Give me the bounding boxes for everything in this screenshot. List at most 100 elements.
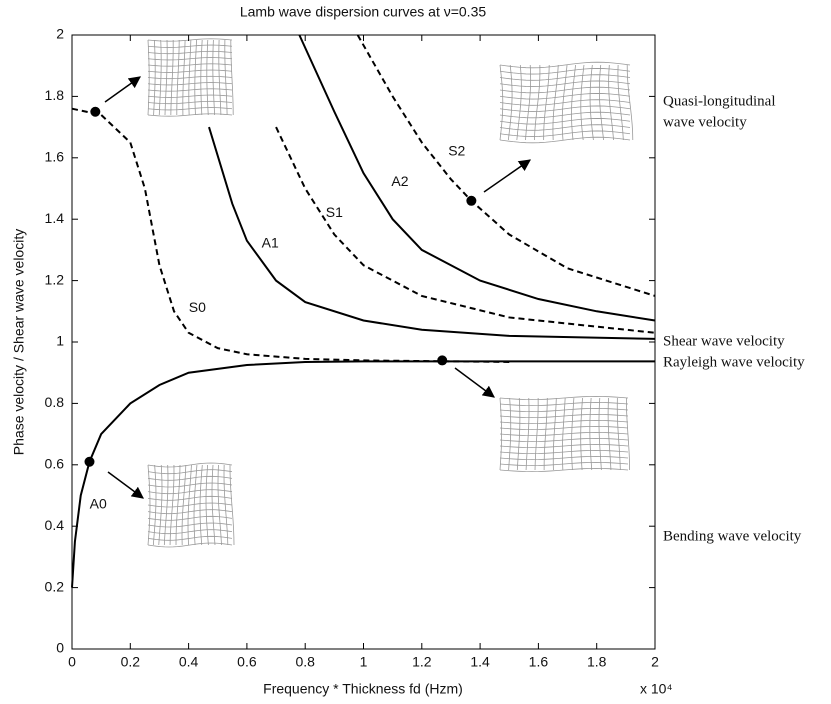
y-tick-label: 0.8 [45,394,65,410]
mesh-line [499,118,631,125]
mesh-line [499,99,631,106]
annotation: Quasi-longitudinal [663,93,776,109]
mesh-line [499,64,504,141]
y-tick-label: 1.2 [45,271,65,287]
mesh-line [147,39,150,116]
y-tick-label: 2 [56,26,64,42]
mesh-line [147,69,233,73]
mesh-line [175,464,181,546]
series-label: A1 [262,234,279,250]
mesh-line [147,462,233,468]
mesh-line [608,64,614,141]
series-line [356,34,656,297]
mesh-line [534,64,541,141]
arrow [107,471,144,499]
mesh-line [194,39,197,116]
mesh-line [193,464,198,546]
mesh-line [598,397,602,471]
x-tick-label: 1.4 [470,654,490,670]
x-tick-label: 0.2 [121,654,141,670]
mesh-line [499,467,629,473]
mesh-line [152,464,157,546]
mesh-line [158,39,162,116]
mesh-line [223,464,229,546]
y-tick-label: 0 [56,640,64,656]
mesh-line [147,542,233,548]
mesh-line [499,407,629,413]
annotation: Bending wave velocity [663,528,802,544]
mesh-line [589,64,594,141]
mesh-line [580,64,585,141]
x-tick-label: 2 [651,654,659,670]
marker-dot [437,355,448,366]
mesh-line [543,64,550,141]
mesh-line [562,397,566,471]
mesh-line [499,61,631,69]
annotation: wave velocity [663,114,747,130]
mesh-line [571,64,576,141]
mesh-line [153,39,156,116]
x-tick-label: 0.8 [295,654,315,670]
mesh-line [147,495,233,501]
annotation: Rayleigh wave velocity [663,354,805,370]
mesh-line [507,64,513,141]
x-tick-label: 0 [68,654,76,670]
mesh-line [580,397,583,471]
marker-dot [90,106,101,117]
mesh-line [158,464,163,546]
series-label: S0 [189,299,206,315]
mesh-line [499,425,629,431]
mesh [147,38,234,117]
x-multiplier: x 10⁴ [640,681,672,697]
mesh-line [626,64,634,141]
x-tick-label: 0.4 [179,654,199,670]
chart-title: Lamb wave dispersion curves at ν=0.35 [240,4,487,20]
mesh [499,61,634,144]
mesh-line [199,464,203,546]
marker-dot [84,456,95,467]
mesh-line [499,124,631,131]
mesh-line [499,111,631,119]
mesh-line [571,397,575,471]
mesh-line [163,464,169,546]
arrows [104,76,531,499]
mesh-line [499,105,631,112]
mesh-line [147,38,233,42]
mesh-line [499,130,631,137]
mesh-line [499,74,631,81]
mesh-line [626,397,630,471]
arrow [483,159,531,193]
series-line [71,107,510,363]
mesh-line [552,64,559,141]
x-tick-label: 1.2 [412,654,432,670]
mesh-line [147,522,233,528]
mesh-line [206,39,209,116]
mesh-line [617,64,624,141]
mesh-line [169,464,175,546]
mesh-line [147,94,233,98]
mesh-line [176,39,180,116]
arrow [104,76,141,103]
x-axis-label: Frequency * Thickness fd (Hzm) [263,681,463,697]
mesh-line [543,397,548,471]
mesh-line [499,86,631,94]
mesh-line [499,461,629,467]
mesh-line [499,437,629,443]
series-line [298,34,656,322]
x-tick-label: 1.6 [529,654,549,670]
mesh-line [499,455,629,461]
x-tick-label: 0.6 [237,654,257,670]
mesh-line [516,64,522,141]
mesh-line [616,397,621,471]
mesh-line [499,449,629,455]
mesh-line [217,464,222,546]
mesh-line [224,39,228,116]
mesh-line [211,464,216,546]
series-label: A0 [90,495,107,511]
y-tick-label: 0.2 [45,578,65,594]
mesh-line [525,64,532,141]
mesh-line [164,39,168,116]
mesh-line [147,44,233,48]
y-tick-label: 0.4 [45,517,65,533]
